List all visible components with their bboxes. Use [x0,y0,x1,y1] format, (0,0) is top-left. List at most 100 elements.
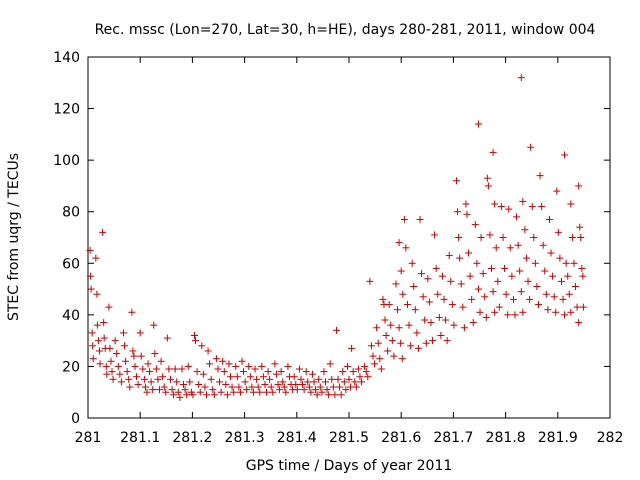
data-point [232,362,240,370]
data-point [326,360,334,368]
y-tick-label: 120 [53,102,80,118]
data-point [178,365,186,373]
data-point [117,378,125,386]
data-point [334,375,342,383]
data-point [122,357,130,365]
data-point [186,378,194,386]
data-point [220,368,228,376]
y-tick-label: 100 [53,153,80,169]
data-point [322,378,330,386]
data-point [366,277,374,285]
data-point [579,272,587,280]
data-point [235,383,243,391]
x-axis-label: GPS time / Days of year 2011 [246,458,453,474]
data-point [438,272,446,280]
x-tick-label: 281.4 [277,430,317,446]
data-point [106,344,114,352]
data-point [121,342,129,350]
data-point [100,334,108,342]
data-point [201,383,209,391]
data-point [222,380,230,388]
data-point [302,368,310,376]
data-point [536,172,544,180]
x-tick-labels: 281 281.1 281.2 281.3 281.4 281.5 281.6 281.7 28… [75,430,624,446]
data-point [202,391,210,399]
data-point [432,264,440,272]
data-point [331,391,339,399]
data-point [395,239,403,247]
data-point [369,352,377,360]
data-point [125,375,133,383]
data-point [468,295,476,303]
data-point [352,383,360,391]
data-point [387,321,395,329]
data-point [484,182,492,190]
data-point [453,177,461,185]
data-point [318,388,326,396]
data-point [550,293,558,301]
data-point [431,231,439,239]
data-point [508,272,516,280]
data-point [93,290,101,298]
data-point [176,393,184,401]
data-point [227,373,235,381]
x-tick-label: 281.1 [120,430,160,446]
y-tick-label: 140 [53,50,80,66]
data-point [349,368,357,376]
data-point [144,360,152,368]
data-point [411,306,419,314]
data-point [329,383,337,391]
data-point [94,337,102,345]
data-point [99,228,107,236]
data-point [356,373,364,381]
data-point [223,391,231,399]
data-point [460,324,468,332]
data-point [256,388,264,396]
y-tick-label: 60 [62,256,80,272]
data-point [528,203,536,211]
data-point [473,259,481,267]
data-point [219,357,227,365]
data-point [435,313,443,321]
data-point [320,368,328,376]
data-point [210,391,218,399]
data-point [88,329,96,337]
data-point [367,342,375,350]
data-point [577,234,585,241]
data-point [502,290,510,298]
data-point [263,388,271,396]
data-point [123,368,131,376]
data-point [489,288,497,296]
data-point [116,370,124,378]
data-point [429,337,437,345]
data-point [549,272,557,280]
data-point [491,308,499,316]
data-point [459,303,467,311]
data-point [505,205,513,213]
data-point [489,148,497,156]
data-point [342,386,350,394]
data-point [519,197,527,205]
data-point [159,373,167,381]
data-point [516,267,524,275]
data-point [556,254,564,262]
data-point [146,368,154,376]
data-point [455,234,463,241]
data-point [207,375,215,383]
data-point [492,244,500,252]
data-point [130,352,138,360]
data-point [141,383,149,391]
data-point [422,339,430,347]
data-point [402,244,410,252]
data-point [230,388,238,396]
data-point [323,386,331,394]
data-point [259,373,267,381]
data-point [437,331,445,339]
data-point [312,386,320,394]
data-point [348,344,356,352]
data-point [328,375,336,383]
data-point [129,347,137,355]
data-point [440,295,448,303]
data-point [504,311,512,319]
